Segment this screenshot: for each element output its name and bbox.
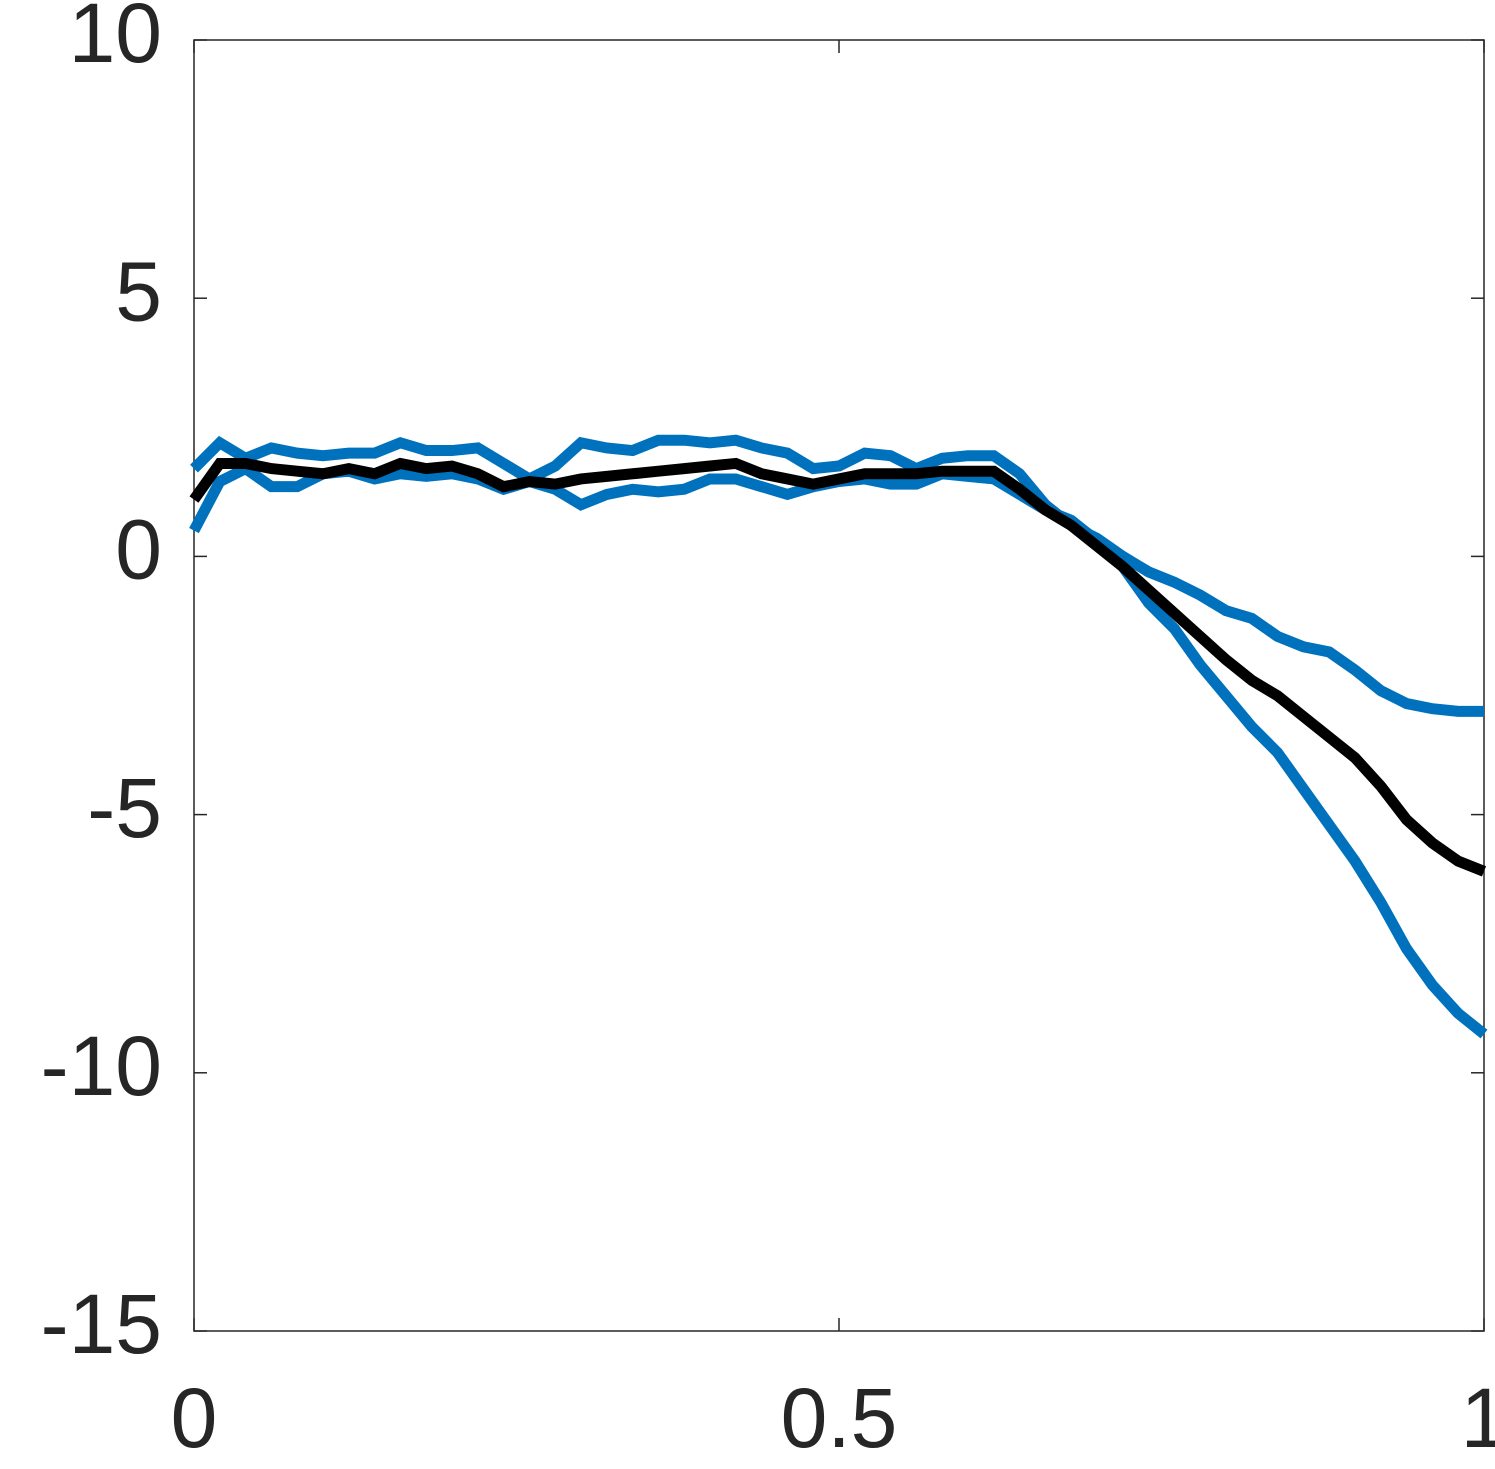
y-tick-label: 0 xyxy=(115,503,162,597)
x-tick-label: 0 xyxy=(171,1371,218,1465)
x-tick-label: 0.5 xyxy=(781,1371,898,1465)
series-line xyxy=(189,457,1487,877)
plot-area xyxy=(193,39,1485,1332)
x-tick-label: 1 xyxy=(1461,1371,1495,1465)
y-tick-label: 10 xyxy=(69,0,162,80)
y-tick-label: -10 xyxy=(41,1019,162,1113)
y-tick-label: -15 xyxy=(41,1277,162,1371)
series-line xyxy=(190,434,1484,717)
y-tick-label: 5 xyxy=(115,244,162,338)
y-tick-label: -5 xyxy=(87,761,162,855)
